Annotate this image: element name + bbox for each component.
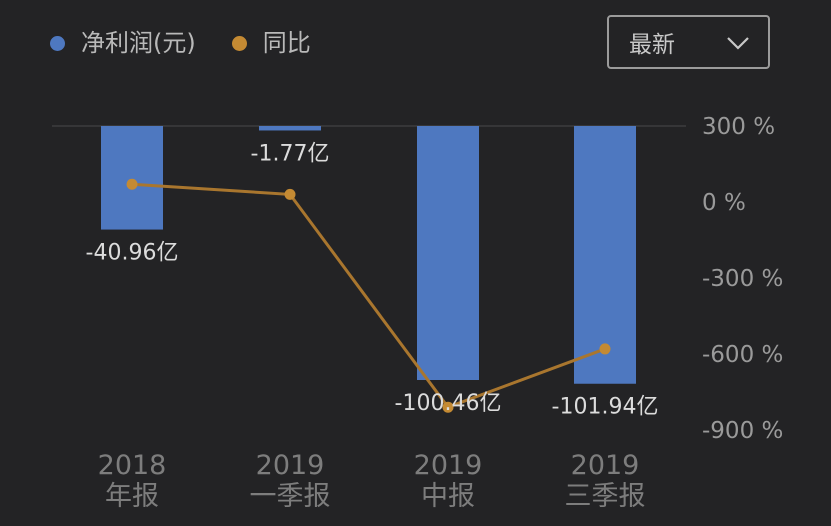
y-right-tick-label: -300 %: [702, 266, 783, 292]
bar-data-label: -1.77亿: [251, 141, 330, 166]
x-tick-label-period: 三季报: [565, 481, 646, 512]
x-tick-label-year: 2019: [256, 450, 325, 481]
x-tick-label-year: 2018: [98, 450, 167, 481]
legend-label-net-profit: 净利润(元): [81, 29, 196, 57]
x-tick-label-period: 一季报: [250, 481, 331, 512]
bar-net-profit: [101, 126, 163, 230]
x-tick-label-year: 2019: [571, 450, 640, 481]
period-dropdown-label: 最新: [629, 32, 675, 58]
yoy-point: [442, 401, 454, 413]
chart-legend: 净利润(元) 同比: [50, 28, 347, 58]
bar-data-label: -100.46亿: [395, 391, 502, 416]
bar-net-profit: [417, 126, 479, 380]
x-tick-label-year: 2019: [414, 450, 483, 481]
bar-data-label: -40.96亿: [86, 241, 179, 266]
period-dropdown[interactable]: 最新: [607, 15, 770, 69]
yoy-point: [284, 188, 296, 200]
y-right-tick-label: 300 %: [702, 114, 775, 140]
x-tick-label-period: 中报: [421, 481, 475, 512]
bar-data-label: -101.94亿: [552, 395, 659, 420]
chevron-down-icon: [727, 37, 749, 50]
yoy-point: [599, 343, 611, 355]
x-tick-label-period: 年报: [105, 481, 159, 512]
legend-item-net-profit[interactable]: 净利润(元): [50, 28, 196, 58]
y-right-tick-label: -900 %: [702, 418, 783, 444]
legend-item-yoy[interactable]: 同比: [231, 28, 311, 58]
legend-dot-net-profit: [50, 35, 65, 51]
y-right-tick-label: -600 %: [702, 342, 783, 368]
legend-label-yoy: 同比: [262, 29, 311, 57]
y-right-tick-label: 0 %: [702, 190, 746, 216]
legend-dot-yoy: [231, 35, 247, 51]
bar-net-profit: [259, 126, 321, 131]
yoy-point: [126, 178, 138, 190]
yoy-line: [131, 182, 606, 409]
bar-net-profit: [574, 126, 636, 384]
